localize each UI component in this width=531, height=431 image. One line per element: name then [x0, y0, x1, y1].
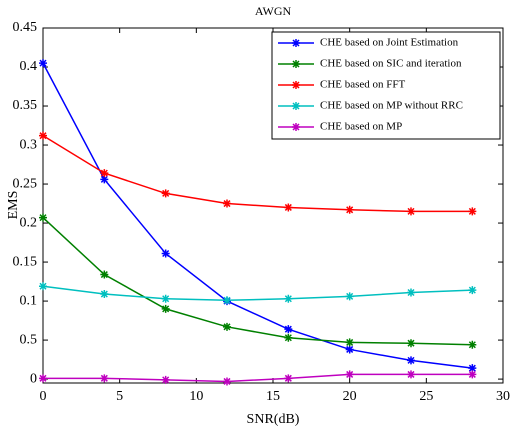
legend-label: CHE based on FFT — [320, 79, 406, 91]
legend-marker — [292, 81, 300, 89]
series-line — [42, 62, 473, 369]
y-tick-label: 0.5 — [20, 332, 38, 347]
x-axis-label: SNR(dB) — [247, 412, 300, 427]
data-point — [100, 169, 109, 178]
data-point — [100, 270, 109, 279]
legend-marker — [292, 102, 300, 110]
data-point — [407, 288, 415, 297]
legend-label: CHE based on MP — [320, 121, 402, 133]
legend-label: CHE based on SIC and iteration — [320, 58, 462, 70]
data-point — [161, 294, 170, 303]
x-tick-label: 5 — [116, 389, 123, 404]
data-point — [161, 304, 170, 313]
data-point — [161, 249, 170, 258]
y-tick-label: 0.35 — [13, 98, 38, 113]
y-tick-label: 0.3 — [20, 137, 38, 152]
y-axis-label: EMS — [6, 191, 21, 220]
y-tick-label: 0.45 — [13, 20, 38, 35]
data-point — [39, 213, 47, 222]
legend-label: CHE based on MP without RRC — [320, 100, 463, 112]
y-tick-label: 0.1 — [20, 293, 38, 308]
legend-marker — [292, 123, 300, 131]
legend-marker — [292, 60, 300, 68]
data-point — [161, 375, 170, 384]
x-tick-label: 25 — [419, 389, 433, 404]
legend-marker — [292, 39, 300, 47]
data-point — [284, 294, 293, 303]
data-point — [223, 322, 231, 331]
data-point — [468, 207, 477, 216]
chart-title: AWGN — [255, 4, 292, 18]
data-point — [284, 325, 293, 334]
data-point — [223, 199, 231, 208]
x-tick-label: 20 — [343, 389, 357, 404]
x-tick-label: 30 — [496, 389, 510, 404]
x-tick-label: 0 — [40, 389, 47, 404]
data-point — [100, 175, 109, 184]
data-point — [284, 203, 293, 212]
data-point — [100, 290, 109, 299]
data-point — [39, 374, 47, 383]
data-point — [345, 205, 354, 214]
data-point — [407, 207, 415, 216]
data-point — [284, 374, 293, 383]
data-point — [407, 370, 415, 379]
data-point — [407, 356, 415, 365]
data-point — [223, 377, 231, 386]
data-point — [39, 131, 47, 140]
y-tick-label: 0.25 — [13, 176, 38, 191]
series-line — [42, 285, 473, 302]
data-point — [468, 340, 477, 349]
series-line — [42, 217, 473, 346]
series-line — [42, 135, 473, 213]
data-point — [468, 370, 477, 379]
data-point — [100, 374, 109, 383]
x-tick-label: 10 — [189, 389, 203, 404]
data-point — [468, 286, 477, 295]
data-point — [161, 189, 170, 198]
data-point — [39, 282, 47, 291]
y-tick-label: 0.15 — [13, 254, 38, 269]
data-point — [345, 370, 354, 379]
data-point — [39, 59, 47, 68]
data-point — [284, 333, 293, 342]
y-tick-label: 0.4 — [20, 59, 38, 74]
y-tick-label: 0.2 — [20, 215, 38, 230]
series-line — [43, 373, 473, 383]
y-tick-label: 0 — [30, 371, 37, 386]
legend-label: CHE based on Joint Estimation — [320, 37, 459, 49]
data-point — [345, 345, 354, 354]
data-point — [345, 338, 354, 347]
data-point — [468, 364, 477, 373]
data-point — [407, 339, 415, 348]
data-point — [223, 296, 231, 305]
data-point — [345, 292, 354, 301]
x-tick-label: 15 — [266, 389, 280, 404]
